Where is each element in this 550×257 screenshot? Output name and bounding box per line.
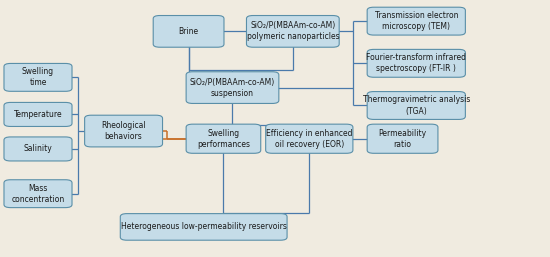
FancyBboxPatch shape	[85, 115, 163, 147]
Text: Temperature: Temperature	[14, 110, 62, 119]
FancyBboxPatch shape	[367, 49, 465, 77]
FancyBboxPatch shape	[4, 63, 72, 91]
FancyBboxPatch shape	[186, 72, 279, 104]
Text: Brine: Brine	[179, 27, 199, 36]
Text: Swelling
time: Swelling time	[22, 67, 54, 87]
FancyBboxPatch shape	[4, 180, 72, 208]
FancyBboxPatch shape	[367, 124, 438, 153]
Text: Transmission electron
microscopy (TEM): Transmission electron microscopy (TEM)	[375, 11, 458, 31]
Text: Swelling
performances: Swelling performances	[197, 129, 250, 149]
FancyBboxPatch shape	[367, 91, 465, 120]
FancyBboxPatch shape	[120, 214, 287, 240]
Text: Efficiency in enhanced
oil recovery (EOR): Efficiency in enhanced oil recovery (EOR…	[266, 129, 353, 149]
FancyBboxPatch shape	[4, 137, 72, 161]
Text: SiO₂/P(MBAAm-co-AM)
suspension: SiO₂/P(MBAAm-co-AM) suspension	[190, 78, 275, 98]
Text: Permeability
ratio: Permeability ratio	[378, 129, 427, 149]
FancyBboxPatch shape	[153, 15, 224, 47]
Text: Fourier-transform infrared
spectroscopy (FT-IR ): Fourier-transform infrared spectroscopy …	[366, 53, 466, 73]
Text: Thermogravimetric analysis
(TGA): Thermogravimetric analysis (TGA)	[362, 95, 470, 116]
FancyBboxPatch shape	[4, 103, 72, 126]
Text: Mass
concentration: Mass concentration	[12, 184, 65, 204]
FancyBboxPatch shape	[367, 7, 465, 35]
Text: SiO₂/P(MBAAm-co-AM)
polymeric nanoparticles: SiO₂/P(MBAAm-co-AM) polymeric nanopartic…	[246, 21, 339, 41]
FancyBboxPatch shape	[246, 15, 339, 47]
Text: Salinity: Salinity	[24, 144, 52, 153]
Text: Rheological
behaviors: Rheological behaviors	[101, 121, 146, 141]
FancyBboxPatch shape	[266, 124, 353, 153]
Text: Heterogeneous low-permeability reservoirs: Heterogeneous low-permeability reservoir…	[121, 222, 287, 231]
FancyBboxPatch shape	[186, 124, 261, 153]
